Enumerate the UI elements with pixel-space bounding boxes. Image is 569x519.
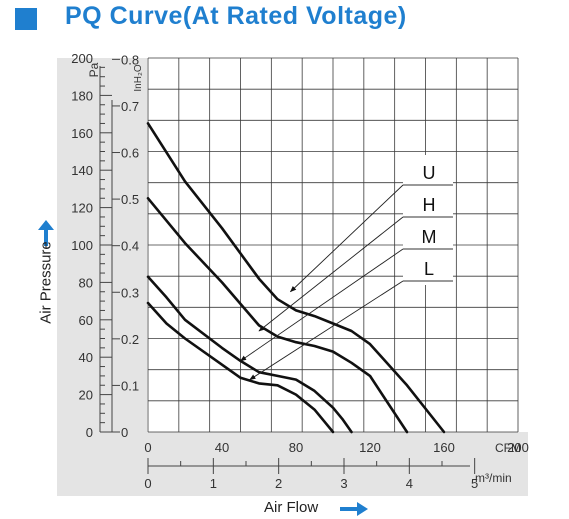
pa-tick-label: 100: [71, 238, 93, 253]
m3min-unit-label: m³/min: [475, 471, 512, 485]
cfm-tick-label: 80: [289, 440, 303, 455]
inh2o-tick-label: 0.2: [121, 332, 139, 347]
x-axis-panel: [147, 432, 528, 496]
pa-tick-label: 200: [71, 51, 93, 66]
pa-tick-label: 180: [71, 88, 93, 103]
pa-tick-label: 20: [79, 388, 93, 403]
leader-line-U: [289, 184, 404, 293]
m3min-tick-label: 4: [406, 476, 413, 491]
leader-line-H: [258, 216, 404, 332]
arrow-right-icon: [340, 502, 368, 516]
legend-label: U: [423, 163, 436, 183]
legend-label: L: [424, 259, 434, 279]
curve-U: [146, 122, 446, 434]
cfm-tick-label: 120: [359, 440, 381, 455]
arrow-up-icon: [38, 220, 54, 246]
legend-label: M: [422, 227, 437, 247]
pa-tick-label: 80: [79, 275, 93, 290]
cfm-unit-label: CFM: [495, 441, 521, 455]
inh2o-tick-label: 0: [121, 425, 128, 440]
leader-line-M: [239, 248, 404, 362]
cfm-tick-label: 40: [215, 440, 229, 455]
inh2o-tick-label: 0.3: [121, 285, 139, 300]
cfm-tick-label: 200: [507, 440, 529, 455]
m3min-tick-label: 3: [340, 476, 347, 491]
inh2o-tick-label: 0.5: [121, 192, 139, 207]
pa-tick-label: 0: [86, 425, 93, 440]
legend-label: H: [423, 195, 436, 215]
cfm-tick-label: 0: [144, 440, 151, 455]
cfm-tick-label: 160: [433, 440, 455, 455]
curve-M: [146, 275, 353, 434]
y-axis-title: Air Pressure: [37, 241, 55, 324]
pa-tick-label: 140: [71, 163, 93, 178]
pa-tick-label: 40: [79, 350, 93, 365]
m3min-tick-label: 0: [144, 476, 151, 491]
inh2o-unit-label: InH₂O: [133, 64, 144, 91]
curve-H: [146, 197, 409, 434]
m3min-tick-label: 5: [471, 476, 478, 491]
leader-line-L: [249, 280, 404, 381]
y-axis-title-group: Air Pressure: [26, 218, 66, 358]
x-axis-title: Air Flow: [264, 499, 319, 516]
inh2o-tick-label: 0.7: [121, 99, 139, 114]
legend-box: [403, 155, 453, 285]
pa-unit-label: Pa: [87, 62, 101, 77]
chart-title: PQ Curve(At Rated Voltage): [65, 2, 407, 30]
inh2o-tick-label: 0.4: [121, 239, 139, 254]
pa-tick-label: 60: [79, 313, 93, 328]
pa-tick-label: 160: [71, 126, 93, 141]
inh2o-tick-label: 0.8: [121, 52, 139, 67]
inh2o-tick-label: 0.1: [121, 378, 139, 393]
curve-L: [146, 301, 335, 434]
m3min-tick-label: 1: [210, 476, 217, 491]
m3min-tick-label: 2: [275, 476, 282, 491]
square-icon: [15, 8, 37, 30]
pa-tick-label: 120: [71, 201, 93, 216]
inh2o-tick-label: 0.6: [121, 146, 139, 161]
